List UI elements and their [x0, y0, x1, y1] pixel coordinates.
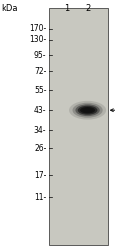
Text: 26-: 26- [34, 144, 46, 153]
Bar [48, 8, 107, 245]
Text: 130-: 130- [29, 35, 46, 44]
Ellipse shape [68, 101, 105, 119]
Text: 34-: 34- [34, 126, 46, 135]
Ellipse shape [75, 104, 99, 116]
Text: 55-: 55- [34, 86, 46, 94]
Ellipse shape [77, 106, 97, 115]
Text: 17-: 17- [34, 170, 46, 179]
Text: 43-: 43- [34, 106, 46, 115]
Text: 2: 2 [84, 4, 89, 13]
Text: 95-: 95- [34, 51, 46, 60]
Ellipse shape [82, 108, 92, 112]
Ellipse shape [72, 103, 102, 118]
Text: 1: 1 [63, 4, 69, 13]
Text: 72-: 72- [34, 66, 46, 76]
Text: 11-: 11- [34, 193, 46, 202]
Text: 170-: 170- [29, 24, 46, 33]
Text: kDa: kDa [1, 4, 17, 13]
Ellipse shape [79, 107, 94, 114]
